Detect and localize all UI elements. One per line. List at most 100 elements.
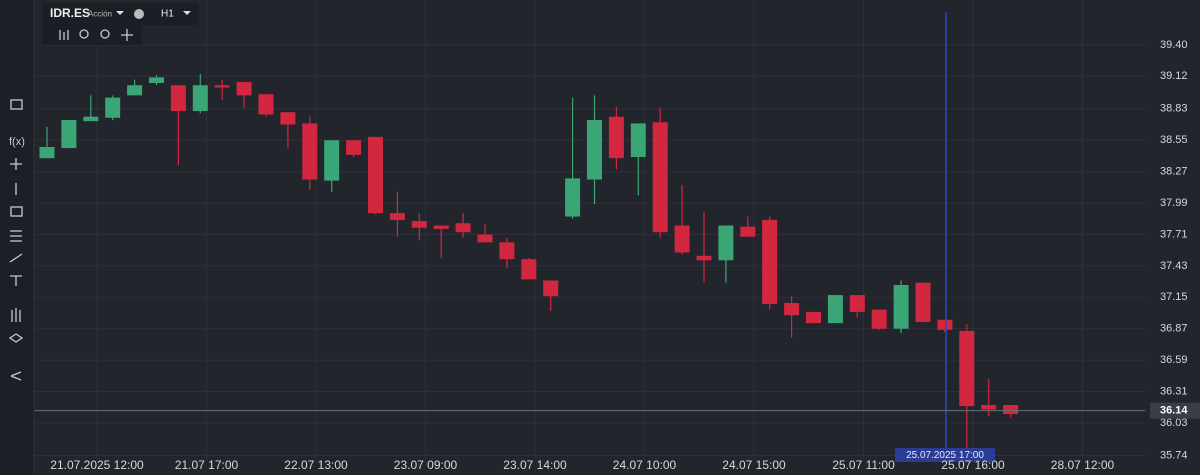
x-tick-label: 25.07 16:00 <box>941 458 1005 472</box>
y-tick-label: 37.99 <box>1160 197 1188 209</box>
function-icon[interactable]: f(x) <box>9 136 25 148</box>
candle-body <box>587 120 602 180</box>
symbol[interactable]: IDR.ES <box>50 6 90 20</box>
y-tick-label: 38.55 <box>1160 134 1188 146</box>
candle-body <box>302 123 318 180</box>
candle-body <box>871 309 887 329</box>
crosshair-label-box <box>895 448 995 462</box>
zoom-in-icon[interactable] <box>100 29 110 39</box>
y-tick-label: 36.03 <box>1160 417 1188 429</box>
candle-layer <box>39 74 1019 450</box>
x-tick-label: 24.07 15:00 <box>722 458 786 472</box>
timeframe[interactable]: H1 <box>161 9 174 20</box>
x-tick-label: 22.07 13:00 <box>284 458 348 472</box>
candle-body <box>543 280 559 297</box>
candle-body <box>61 120 77 149</box>
pattern-icon[interactable] <box>9 253 23 263</box>
candle-body <box>346 140 362 155</box>
candle-body <box>696 255 712 261</box>
candle-body <box>411 221 427 228</box>
tool-bar <box>42 25 142 45</box>
candle-body <box>608 116 624 159</box>
x-tick-label: 24.07 10:00 <box>613 458 677 472</box>
last-price-label: 36.14 <box>1160 405 1188 417</box>
candle-body <box>762 219 778 305</box>
y-tick-label: 38.83 <box>1160 103 1188 115</box>
candle-body <box>893 284 909 329</box>
candle-body <box>981 405 997 410</box>
candle-body <box>368 136 383 214</box>
y-tick-label: 37.15 <box>1160 291 1188 303</box>
crosshair-label: 25.07.2025 17:00 <box>906 450 984 461</box>
candle-body <box>236 81 252 96</box>
y-tick-label: 35.74 <box>1160 449 1188 461</box>
candle-body <box>630 123 646 158</box>
candle-body <box>915 282 931 322</box>
indicators-icon[interactable] <box>59 30 69 40</box>
sidebar <box>0 0 34 475</box>
candle-body <box>433 225 449 229</box>
candle-body <box>1003 405 1019 414</box>
candle-body <box>521 259 537 280</box>
grid-layer <box>35 0 1145 460</box>
x-tick-label: 21.07.2025 12:00 <box>50 458 144 472</box>
candle-body <box>149 77 164 84</box>
candle-body <box>499 242 515 260</box>
candle-body <box>39 146 55 159</box>
x-tick-label: 21.07 17:00 <box>175 458 239 472</box>
candle-body <box>214 85 230 88</box>
candle-body <box>652 122 668 233</box>
rect-icon[interactable] <box>10 206 23 217</box>
candle-body <box>258 94 274 115</box>
candle-body <box>806 311 821 324</box>
candle-body <box>455 223 471 233</box>
share-icon[interactable] <box>10 371 22 381</box>
symbol-dropdown[interactable] <box>116 11 124 15</box>
x-tick-label: 28.07 12:00 <box>1051 458 1115 472</box>
y-tick-label: 36.87 <box>1160 323 1188 335</box>
candle-body <box>740 226 756 237</box>
y-tick-label: 37.71 <box>1160 228 1188 240</box>
candle-body <box>83 116 99 122</box>
y-tick-label: 39.40 <box>1160 39 1188 51</box>
candle-body <box>674 225 690 253</box>
pan-icon[interactable] <box>121 29 133 41</box>
crosshair-icon[interactable] <box>10 158 22 170</box>
candle-body <box>827 295 843 324</box>
y-tick-label: 36.59 <box>1160 354 1188 366</box>
x-tick-label: 23.07 09:00 <box>394 458 458 472</box>
text-icon[interactable] <box>10 275 22 286</box>
candle-body <box>389 213 405 220</box>
x-tick-label: 23.07 14:00 <box>503 458 567 472</box>
instrument-kind: Acción <box>88 10 112 19</box>
y-tick-label: 37.43 <box>1160 260 1188 272</box>
candle-body <box>718 225 734 261</box>
candle-body <box>280 112 296 125</box>
timeframe-dropdown[interactable] <box>183 11 191 15</box>
candle-body <box>937 319 953 330</box>
candle-body <box>105 97 121 118</box>
info-icon[interactable] <box>134 9 144 19</box>
zoom-out-icon[interactable] <box>79 29 89 39</box>
layers-icon[interactable] <box>8 333 24 343</box>
last-price-box <box>1150 402 1200 419</box>
candle-body <box>849 295 865 312</box>
fib-icon[interactable] <box>10 230 22 242</box>
y-tick-label: 38.27 <box>1160 166 1188 178</box>
candle-body <box>959 330 975 407</box>
candle-body <box>192 85 208 112</box>
x-tick-label: 25.07 11:00 <box>832 458 895 472</box>
candle-body <box>170 85 186 112</box>
y-tick-label: 39.12 <box>1160 70 1188 82</box>
y-tick-label: 36.31 <box>1160 385 1188 397</box>
candle-body <box>324 140 340 181</box>
candle-body <box>127 85 143 96</box>
candle-body <box>784 302 800 316</box>
chart-type-icon[interactable] <box>10 99 23 110</box>
candle-body <box>565 178 581 217</box>
candle-body <box>477 234 493 243</box>
compare-icon[interactable] <box>11 308 21 322</box>
